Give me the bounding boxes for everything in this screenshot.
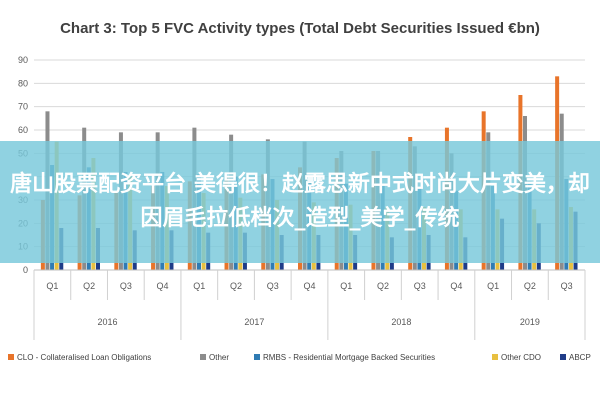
x-tick-label: Q3	[120, 281, 132, 291]
x-tick-label: Q2	[83, 281, 95, 291]
y-tick-label: 60	[18, 125, 28, 135]
chart-title: Chart 3: Top 5 FVC Activity types (Total…	[60, 20, 540, 37]
legend-label: Other CDO	[501, 353, 541, 362]
x-tick-label: Q1	[487, 281, 499, 291]
year-label: 2019	[520, 317, 540, 327]
x-tick-label: Q3	[267, 281, 279, 291]
x-tick-label: Q2	[377, 281, 389, 291]
year-label: 2016	[97, 317, 117, 327]
y-tick-label: 0	[23, 265, 28, 275]
y-tick-label: 80	[18, 78, 28, 88]
x-tick-label: Q1	[46, 281, 58, 291]
legend-label: CLO - Collateralised Loan Obligations	[17, 353, 151, 362]
x-tick-label: Q2	[230, 281, 242, 291]
x-tick-label: Q4	[450, 281, 462, 291]
legend-label: RMBS - Residential Mortgage Backed Secur…	[263, 353, 435, 362]
legend-label: Other	[209, 353, 229, 362]
legend: CLO - Collateralised Loan Obligations Oth…	[8, 353, 591, 362]
legend-swatch	[492, 354, 498, 360]
legend-label: ABCP	[569, 353, 591, 362]
y-tick-label: 90	[18, 55, 28, 65]
x-tick-label: Q1	[193, 281, 205, 291]
x-tick-label: Q3	[414, 281, 426, 291]
year-label: 2018	[391, 317, 411, 327]
x-tick-label: Q1	[340, 281, 352, 291]
overlay-banner: 唐山股票配资平台 美得很！赵露思新中式时尚大片变美，却因眉毛拉低档次_造型_美学…	[0, 141, 600, 263]
legend-swatch	[254, 354, 260, 360]
x-axis: Q1 Q2 Q3 Q4 Q1 Q2 Q3 Q4 Q1 Q2 Q3 Q4 Q1 Q2 Q3 2016 2017 20…	[33, 269, 586, 340]
legend-swatch	[560, 354, 566, 360]
legend-swatch	[8, 354, 14, 360]
x-tick-label: Q3	[561, 281, 573, 291]
overlay-caption: 唐山股票配资平台 美得很！赵露思新中式时尚大片变美，却因眉毛拉低档次_造型_美学…	[10, 172, 590, 231]
x-tick-label: Q4	[157, 281, 169, 291]
legend-swatch	[200, 354, 206, 360]
x-tick-label: Q4	[303, 281, 315, 291]
y-tick-label: 70	[18, 102, 28, 112]
year-label: 2017	[244, 317, 264, 327]
x-tick-label: Q2	[524, 281, 536, 291]
